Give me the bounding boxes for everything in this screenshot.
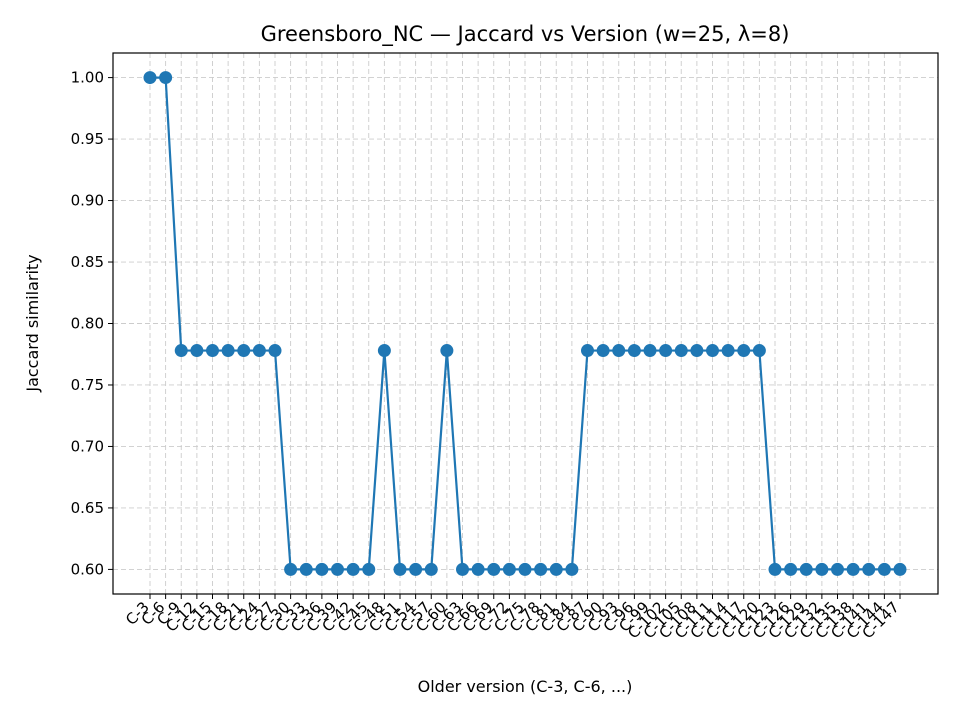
y-tick-label: 0.65 <box>71 499 104 517</box>
data-point <box>721 344 735 358</box>
data-point <box>565 562 579 576</box>
data-point <box>487 562 501 576</box>
data-point <box>643 344 657 358</box>
y-tick-label: 1.00 <box>71 69 104 87</box>
data-point <box>799 562 813 576</box>
data-point <box>206 344 219 358</box>
data-point <box>846 562 860 576</box>
data-point <box>862 562 876 576</box>
x-axis-label: Older version (C-3, C-6, ...) <box>418 677 633 696</box>
data-point <box>674 344 688 358</box>
data-point <box>456 562 469 576</box>
data-point <box>784 562 798 576</box>
y-tick-label: 0.95 <box>71 130 104 148</box>
data-point <box>252 344 266 358</box>
data-point <box>893 562 907 576</box>
data-point <box>752 344 766 358</box>
data-point <box>877 562 891 576</box>
y-axis-label: Jaccard similarity <box>23 254 42 392</box>
data-point <box>331 562 344 576</box>
data-point <box>143 71 157 85</box>
data-point <box>237 344 251 358</box>
y-axis: 0.60 0.65 0.70 0.75 0.80 0.85 0.90 0.95 1.00 <box>71 69 113 578</box>
data-point <box>471 562 485 576</box>
data-point <box>284 562 298 576</box>
data-point <box>393 562 407 576</box>
y-tick-label: 0.75 <box>71 376 104 394</box>
data-point <box>268 344 282 358</box>
data-point <box>362 562 376 576</box>
data-point <box>612 344 626 358</box>
data-point <box>377 344 391 358</box>
data-point <box>706 344 719 358</box>
data-point <box>190 344 204 358</box>
data-point <box>659 344 673 358</box>
series-jaccard <box>143 71 907 576</box>
data-point <box>424 562 438 576</box>
data-point <box>315 562 329 576</box>
data-point <box>549 562 563 576</box>
chart-title: Greensboro_NC — Jaccard vs Version (w=25… <box>261 22 790 47</box>
y-tick-label: 0.80 <box>71 315 104 333</box>
data-point <box>346 562 360 576</box>
x-axis: C-3C-6C-9C-12C-15C-18C-21C-24C-27C-30C-3… <box>122 594 903 642</box>
data-point <box>534 562 548 576</box>
data-point <box>831 562 844 576</box>
data-point <box>159 71 173 85</box>
data-point <box>596 344 610 358</box>
data-point <box>221 344 235 358</box>
data-point <box>690 344 704 358</box>
grid-lines <box>113 53 938 594</box>
data-point <box>299 562 313 576</box>
data-point <box>518 562 532 576</box>
data-point <box>502 562 516 576</box>
data-point <box>627 344 641 358</box>
data-point <box>581 344 594 358</box>
data-point <box>409 562 423 576</box>
y-tick-label: 0.70 <box>71 437 104 455</box>
y-tick-label: 0.85 <box>71 253 104 271</box>
data-point <box>737 344 751 358</box>
y-tick-label: 0.90 <box>71 192 104 210</box>
data-point <box>440 344 454 358</box>
data-point <box>815 562 829 576</box>
data-point <box>174 344 188 358</box>
data-point <box>768 562 782 576</box>
y-tick-label: 0.60 <box>71 560 104 578</box>
